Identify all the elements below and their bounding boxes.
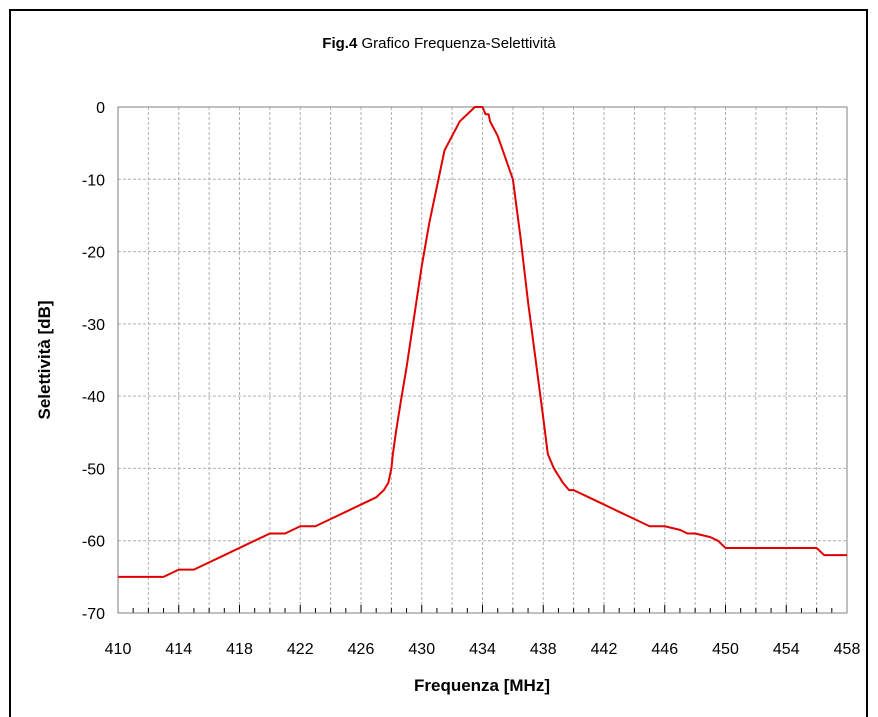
x-tick-label: 410 — [105, 641, 132, 658]
y-tick-label: -10 — [82, 172, 105, 189]
y-tick-label: -70 — [82, 606, 105, 623]
x-tick-label: 414 — [165, 641, 192, 658]
y-tick-label: -60 — [82, 534, 105, 551]
y-tick-label: -50 — [82, 461, 105, 478]
y-tick-label: -30 — [82, 317, 105, 334]
x-tick-label: 450 — [712, 641, 739, 658]
x-tick-label: 418 — [226, 641, 253, 658]
chart-title-text: Grafico Frequenza-Selettività — [357, 35, 556, 52]
x-tick-label: 430 — [408, 641, 435, 658]
selectivity-series-line — [118, 106, 847, 578]
x-tick-label: 434 — [469, 641, 496, 658]
chart-title: Fig.4 Grafico Frequenza-Selettività — [0, 35, 878, 52]
y-tick-label: -40 — [82, 389, 105, 406]
chart-title-figure-number: Fig.4 — [322, 35, 358, 52]
x-axis-label: Frequenza [MHz] — [414, 676, 550, 695]
x-tick-label: 454 — [773, 641, 800, 658]
x-tick-label: 442 — [591, 641, 618, 658]
y-tick-label: -20 — [82, 245, 105, 262]
chart-frame — [9, 9, 868, 717]
x-tick-label: 446 — [651, 641, 678, 658]
x-tick-label: 426 — [348, 641, 375, 658]
y-axis-label: Selettività [dB] — [35, 300, 54, 419]
x-tick-label: 458 — [834, 641, 861, 658]
x-tick-label: 438 — [530, 641, 557, 658]
y-tick-label: 0 — [96, 100, 105, 117]
x-tick-label: 422 — [287, 641, 314, 658]
